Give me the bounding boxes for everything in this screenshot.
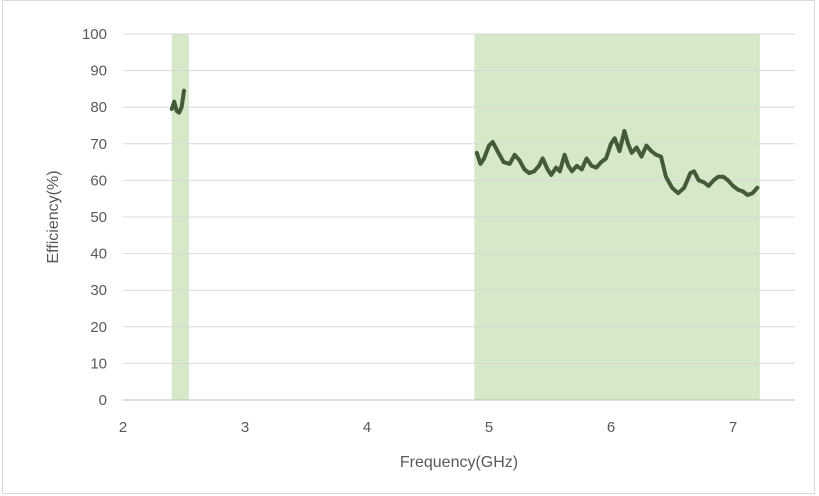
y-tick-label-60: 60 (90, 172, 107, 189)
y-tick-label-70: 70 (90, 136, 107, 153)
y-axis-title: Efficiency(%) (45, 170, 62, 263)
y-tick-label-50: 50 (90, 209, 107, 226)
series-1-segment-1 (169, 88, 186, 115)
y-tick-label-20: 20 (90, 319, 107, 336)
y-tick-label-40: 40 (90, 246, 107, 263)
y-tick-label-0: 0 (99, 392, 107, 409)
y-axis-tick-labels: 0 10 20 30 40 50 60 70 80 90 100 (82, 26, 107, 409)
x-tick-label-4: 4 (363, 419, 371, 436)
x-tick-label-6: 6 (607, 419, 615, 436)
y-tick-label-80: 80 (90, 99, 107, 116)
series-1-segment-2 (474, 129, 760, 197)
x-tick-label-2: 2 (119, 419, 127, 436)
y-tick-label-30: 30 (90, 282, 107, 299)
gridlines (123, 33, 795, 401)
x-tick-label-7: 7 (729, 419, 737, 436)
x-tick-label-5: 5 (485, 419, 493, 436)
series-lines (169, 88, 760, 197)
x-axis-tick-labels: 2 3 4 5 6 7 (119, 419, 737, 436)
y-tick-label-10: 10 (90, 355, 107, 372)
y-tick-label-100: 100 (82, 26, 107, 43)
y-tick-label-90: 90 (90, 63, 107, 80)
x-tick-label-3: 3 (241, 419, 249, 436)
x-axis-title: Frequency(GHz) (400, 454, 518, 471)
